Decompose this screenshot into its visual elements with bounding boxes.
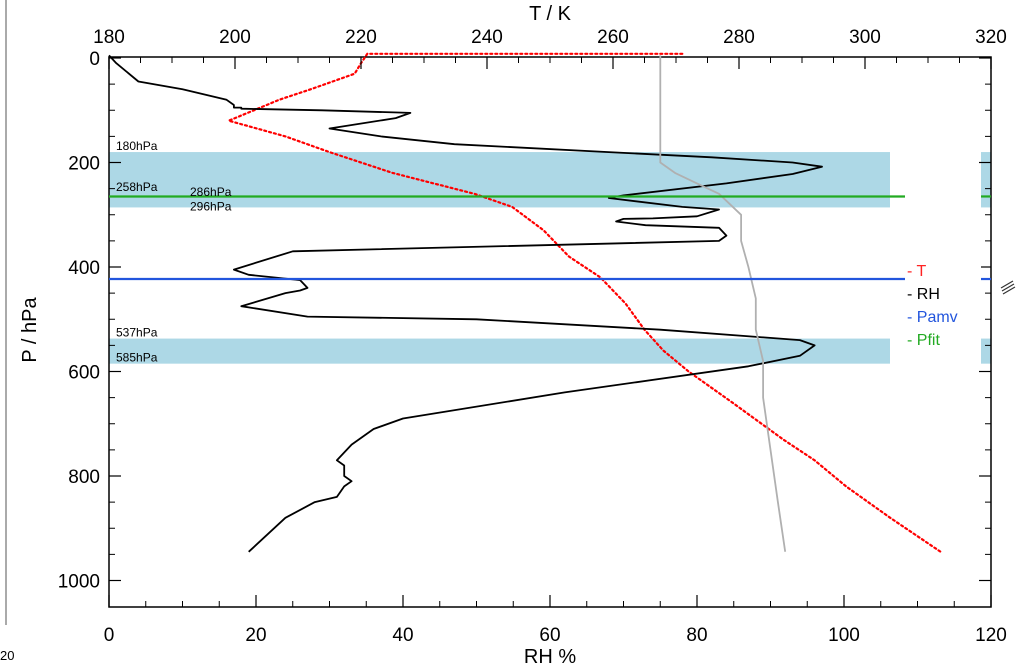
axis-ticks: 0 20 40 60 80 100 120 180 200 220 240 260 280 300 320 0…	[58, 27, 1007, 646]
bottom-tick-label: 80	[686, 625, 707, 646]
plot-frame	[108, 56, 992, 608]
top-tick-label: 220	[345, 27, 377, 48]
cloud-band	[109, 338, 890, 364]
top-tick-label: 200	[219, 27, 251, 48]
legend-entry: - T	[907, 263, 926, 280]
left-tick-label: 600	[68, 363, 100, 384]
legend-box	[905, 255, 981, 365]
top-tick-label: 280	[723, 27, 755, 48]
top-tick-label: 180	[93, 27, 125, 48]
bottom-tick-label: 60	[539, 625, 560, 646]
series-unlabeled-line	[659, 55, 787, 552]
bottom-axis-title: RH %	[524, 646, 576, 668]
left-tick-label: 800	[68, 467, 100, 488]
legend-entry: - Pfit	[907, 332, 940, 349]
band-label: 286hPa	[190, 185, 232, 199]
plot-border	[108, 56, 992, 608]
band-label: 585hPa	[116, 351, 158, 365]
legend-entry: - RH	[907, 286, 940, 303]
series-t-line	[227, 52, 942, 553]
cloud-band-right	[981, 152, 991, 208]
legend-entry: - Pamv	[907, 309, 958, 326]
top-axis-title: T / K	[529, 3, 572, 25]
left-tick-label: 1000	[58, 572, 100, 593]
band-label: 296hPa	[190, 200, 232, 214]
band-label: 180hPa	[116, 139, 158, 153]
band-label: 537hPa	[116, 326, 158, 340]
series-rh-line	[108, 54, 823, 553]
left-tick-label: 0	[89, 49, 100, 70]
top-tick-label: 240	[471, 27, 503, 48]
bottom-tick-label: 120	[975, 625, 1007, 646]
bottom-tick-label: 100	[828, 625, 860, 646]
cloud-bands	[109, 152, 991, 364]
left-axis-title: P / hPa	[19, 297, 41, 363]
top-tick-label: 260	[597, 27, 629, 48]
bottom-tick-label: 0	[104, 625, 115, 646]
wavy-mark-icon	[1000, 280, 1016, 295]
cloud-band-right	[981, 338, 991, 364]
left-tick-label: 200	[68, 154, 100, 175]
top-tick-label: 320	[975, 27, 1007, 48]
legend: - T - RH - Pamv - Pfit	[905, 255, 981, 365]
bottom-tick-label: 40	[392, 625, 413, 646]
corner-label: 20	[0, 648, 14, 663]
band-label: 258hPa	[116, 180, 158, 194]
bottom-tick-label: 20	[245, 625, 266, 646]
pressure-lines	[109, 195, 991, 281]
left-tick-label: 400	[68, 258, 100, 279]
series-lines	[108, 52, 942, 553]
top-tick-label: 300	[849, 27, 881, 48]
